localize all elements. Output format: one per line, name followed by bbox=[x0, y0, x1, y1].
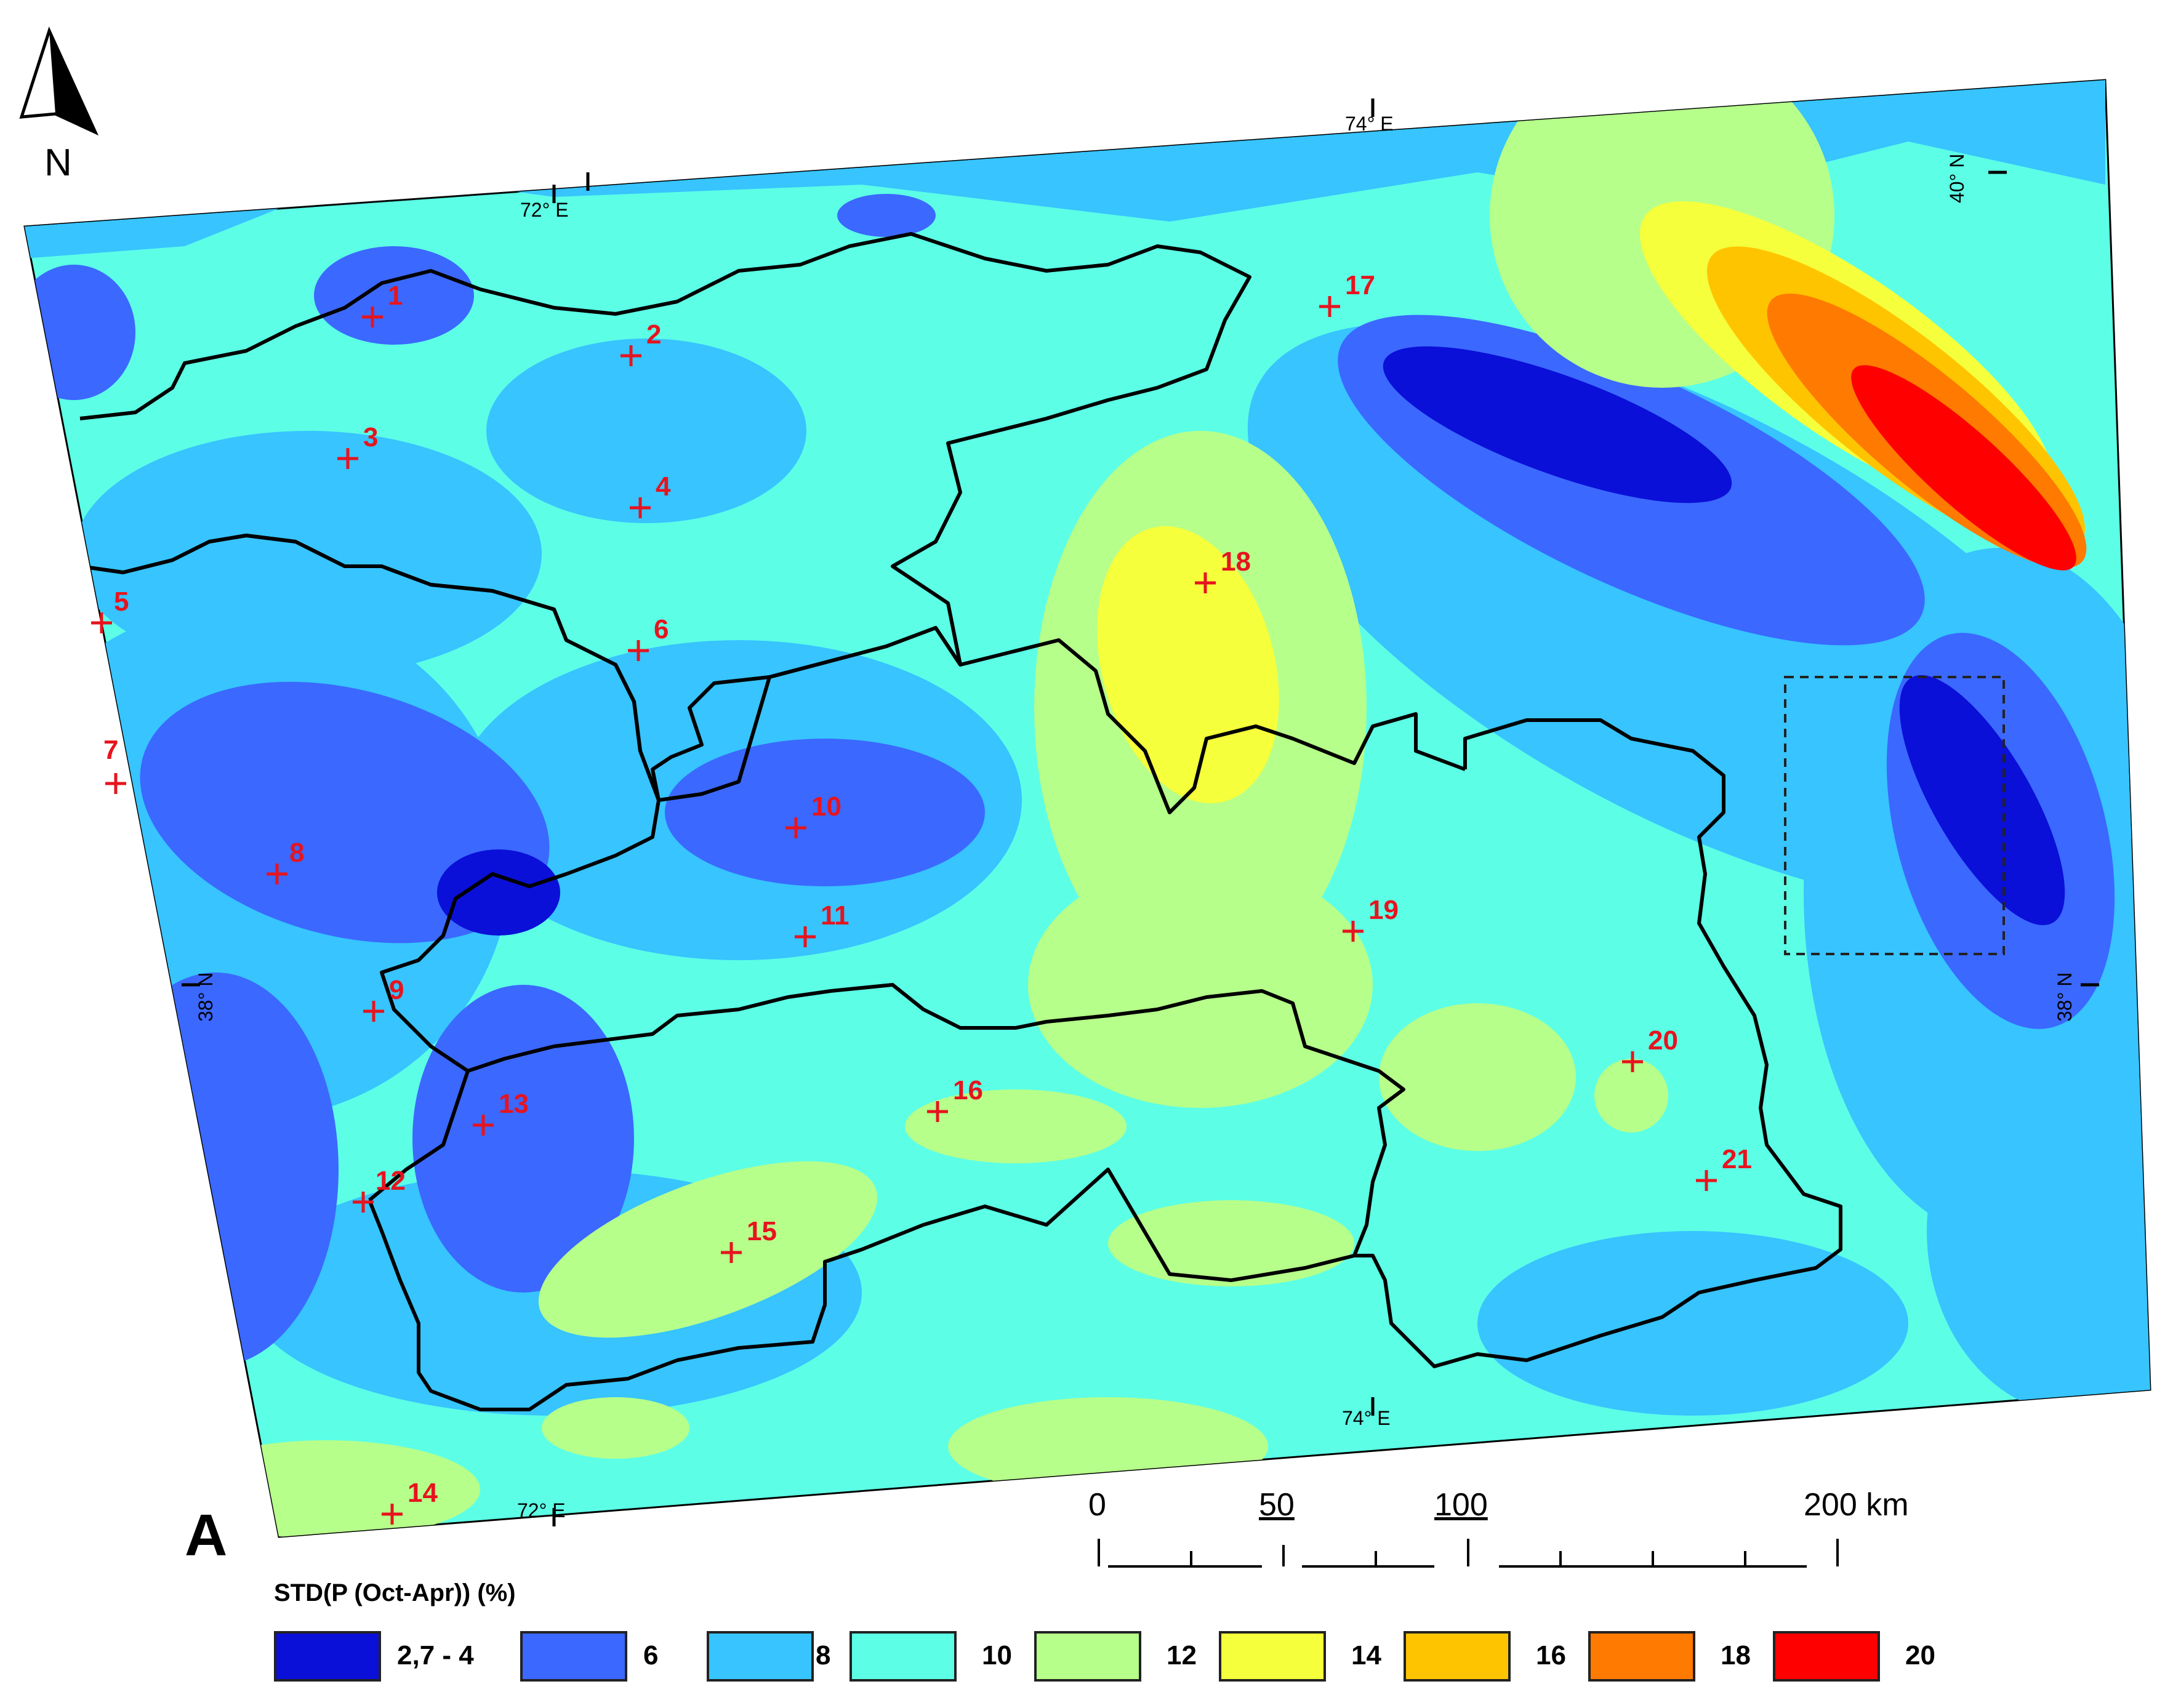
station-label: 5 bbox=[114, 587, 129, 617]
station-label: 15 bbox=[747, 1216, 777, 1246]
legend-label: 20 bbox=[1905, 1640, 1935, 1670]
basin-east bbox=[1354, 718, 1842, 1368]
basin-west bbox=[79, 534, 661, 1073]
panel-letter: A bbox=[185, 1502, 228, 1568]
legend-swatch bbox=[850, 1631, 957, 1682]
station-15: 15 bbox=[721, 1216, 777, 1263]
north-arrow: N bbox=[19, 26, 99, 184]
station-label: 2 bbox=[646, 319, 661, 350]
legend-swatch bbox=[1773, 1631, 1880, 1682]
station-label: 11 bbox=[821, 900, 850, 931]
station-9: 9 bbox=[363, 975, 404, 1022]
scale-bar bbox=[1098, 1539, 1839, 1568]
station-5: 5 bbox=[91, 587, 129, 633]
station-label: 12 bbox=[376, 1166, 406, 1196]
station-12: 12 bbox=[353, 1166, 406, 1213]
station-label: 3 bbox=[363, 422, 378, 452]
station-label: 19 bbox=[1368, 895, 1399, 925]
basin-southwest bbox=[368, 1070, 470, 1202]
graticule-labels: 72° E 74° E 72° E 74° E 40° N 38° N 38° … bbox=[195, 113, 2076, 1522]
lat-label-right-38: 38° N bbox=[2054, 972, 2076, 1022]
station-19: 19 bbox=[1343, 895, 1399, 942]
legend-swatch bbox=[1034, 1631, 1141, 1682]
legend-swatch bbox=[1588, 1631, 1695, 1682]
study-area-box bbox=[1784, 676, 2005, 955]
scale-label-50: 50 bbox=[1259, 1487, 1295, 1523]
station-14: 14 bbox=[382, 1478, 438, 1525]
station-label: 13 bbox=[499, 1089, 529, 1119]
graticule-ticks bbox=[182, 98, 2099, 1526]
legend-label: 18 bbox=[1721, 1640, 1751, 1670]
legend-label: 6 bbox=[643, 1640, 659, 1670]
station-6: 6 bbox=[628, 614, 669, 661]
legend-label: 14 bbox=[1351, 1640, 1381, 1670]
legend-label: 8 bbox=[816, 1640, 831, 1670]
station-label: 8 bbox=[289, 838, 304, 868]
station-label: 10 bbox=[811, 792, 841, 822]
scale-label-200: 200 km bbox=[1804, 1487, 1909, 1523]
station-label: 1 bbox=[388, 281, 403, 311]
lat-label-left-38: 38° N bbox=[195, 972, 217, 1022]
legend-swatch bbox=[274, 1631, 381, 1682]
legend-title: STD(P (Oct-Apr)) (%) bbox=[274, 1579, 516, 1606]
station-20: 20 bbox=[1622, 1025, 1678, 1072]
contour-20 bbox=[1851, 365, 2076, 571]
scale-label-100: 100 bbox=[1434, 1487, 1488, 1523]
legend-swatch bbox=[1219, 1631, 1326, 1682]
station-label: 18 bbox=[1221, 547, 1251, 577]
lon-label-top-72: 72° E bbox=[520, 199, 569, 221]
station-18: 18 bbox=[1195, 547, 1251, 593]
station-label: 14 bbox=[408, 1478, 438, 1508]
station-11: 11 bbox=[795, 900, 850, 947]
lat-label-right-40: 40° N bbox=[1946, 154, 1968, 203]
station-21: 21 bbox=[1696, 1144, 1752, 1191]
station-7: 7 bbox=[103, 735, 126, 794]
station-8: 8 bbox=[267, 838, 304, 884]
legend-swatch bbox=[707, 1631, 814, 1682]
station-label: 4 bbox=[656, 471, 671, 502]
lon-label-top-74: 74° E bbox=[1345, 113, 1394, 135]
station-16: 16 bbox=[927, 1075, 983, 1122]
station-4: 4 bbox=[630, 471, 671, 518]
station-10: 10 bbox=[785, 792, 841, 838]
station-label: 17 bbox=[1345, 270, 1375, 300]
scale-label-0: 0 bbox=[1088, 1487, 1106, 1523]
station-label: 7 bbox=[103, 735, 118, 765]
legend-label: 10 bbox=[982, 1640, 1012, 1670]
legend-label: 2,7 - 4 bbox=[397, 1640, 474, 1670]
legend-label: 16 bbox=[1536, 1640, 1566, 1670]
legend-swatch bbox=[1404, 1631, 1511, 1682]
station-1: 1 bbox=[362, 281, 403, 327]
station-label: 9 bbox=[389, 975, 404, 1005]
basin-south bbox=[368, 983, 1405, 1411]
basin-outlines bbox=[79, 232, 1842, 1411]
station-label: 6 bbox=[654, 614, 669, 644]
station-2: 2 bbox=[621, 319, 661, 366]
legend-swatch bbox=[520, 1631, 627, 1682]
station-3: 3 bbox=[337, 422, 378, 469]
lon-label-bottom-74: 74° E bbox=[1342, 1407, 1391, 1429]
basin-central bbox=[658, 626, 1466, 814]
station-label: 16 bbox=[953, 1075, 983, 1105]
contour-4 bbox=[437, 346, 2065, 936]
station-label: 20 bbox=[1648, 1025, 1678, 1056]
legend-label: 12 bbox=[1167, 1640, 1197, 1670]
station-label: 21 bbox=[1722, 1144, 1752, 1174]
north-label: N bbox=[44, 142, 72, 184]
station-17: 17 bbox=[1319, 270, 1375, 317]
station-13: 13 bbox=[473, 1089, 529, 1136]
lon-label-bottom-72: 72° E bbox=[517, 1499, 566, 1522]
